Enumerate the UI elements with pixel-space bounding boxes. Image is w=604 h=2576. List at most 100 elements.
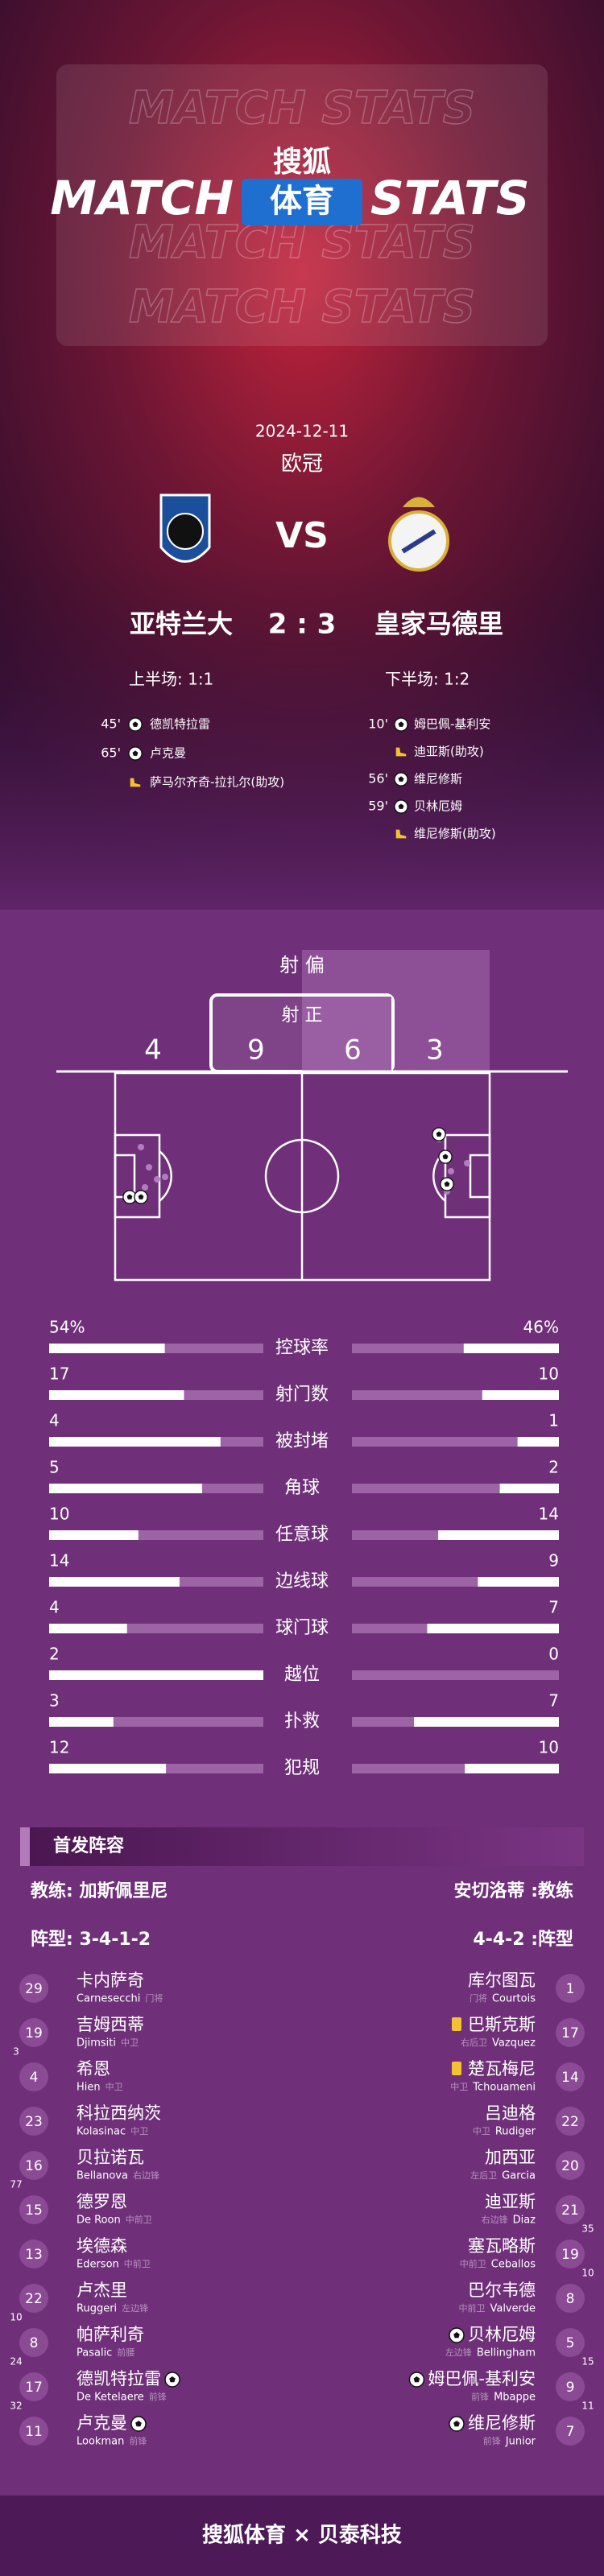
event-minute: 56': [368, 771, 388, 786]
player-position: 中卫: [473, 2126, 490, 2136]
player-position: 前锋: [149, 2391, 167, 2402]
stat-label: 任意球: [275, 1525, 329, 1545]
player-position: 中前卫: [458, 2302, 485, 2314]
player-number: 13: [25, 2247, 43, 2263]
player-number: 8: [30, 2335, 39, 2351]
away-half: 下半场: 1:2: [385, 670, 470, 689]
player-position: 左边锋: [122, 2303, 148, 2314]
stat-label: 扑救: [284, 1711, 320, 1732]
away-stat-value: 10: [539, 1364, 559, 1384]
player-name: 卢克曼: [77, 2413, 127, 2433]
score: 2 : 3: [268, 609, 337, 641]
away-stat-value: 14: [539, 1505, 559, 1524]
player-name-en: Ruggeri: [77, 2303, 117, 2315]
player-name: 库尔图瓦: [468, 1971, 536, 1990]
stat-label: 犯规: [284, 1758, 320, 1778]
event-player: 姆巴佩-基利安: [414, 717, 490, 732]
player-name-en: Courtois: [492, 1993, 536, 2005]
player-name-en: Tchouameni: [472, 2082, 536, 2094]
home-bar: [49, 1484, 202, 1493]
player-name-en: Junior: [505, 2436, 536, 2448]
home-stat-value: 2: [49, 1645, 60, 1664]
player-name: 科拉西纳茨: [77, 2103, 161, 2123]
player-position: 前锋: [129, 2435, 147, 2446]
sub-number: 32: [10, 2401, 22, 2412]
player-position: 左后卫: [470, 2170, 497, 2181]
player-number: 9: [566, 2380, 575, 2396]
lineup-band: [20, 1827, 584, 1866]
player-number: 21: [561, 2202, 579, 2219]
home-stat-value: 10: [49, 1505, 69, 1524]
number-badge: [19, 2018, 48, 2047]
player-number: 16: [25, 2158, 43, 2174]
player-number: 23: [25, 2114, 43, 2130]
player-name: 迪亚斯: [485, 2192, 536, 2211]
player-name-en: Kolasinac: [77, 2126, 126, 2138]
goal-icon: [128, 746, 143, 761]
home-bar: [49, 1624, 127, 1633]
pitch: [114, 1071, 491, 1282]
player-name: 希恩: [77, 2059, 110, 2079]
player-name: 德罗恩: [77, 2192, 127, 2211]
player-name: 贝林厄姆: [468, 2325, 536, 2344]
event-player: 德凯特拉雷: [150, 717, 210, 732]
player-number: 17: [561, 2025, 579, 2041]
vs: VS: [275, 515, 329, 556]
player-name: 吕迪格: [485, 2103, 536, 2123]
away-bar: [465, 1764, 559, 1773]
lineup-title: 首发阵容: [53, 1835, 124, 1856]
match-date: 2024-12-11: [255, 422, 349, 441]
home-bar: [49, 1344, 165, 1353]
player-name-en: Vazquez: [492, 2037, 536, 2050]
goal-icon: [130, 2416, 147, 2432]
player-number: 14: [561, 2070, 579, 2086]
away-stat-value: 7: [548, 1691, 559, 1711]
player-number: 5: [566, 2335, 575, 2351]
sub-number: 10: [581, 2268, 594, 2279]
event-minute: 45': [101, 716, 121, 732]
player-number: 22: [561, 2114, 579, 2130]
on-label: 射 正: [282, 1005, 323, 1026]
player-name-en: Hien: [77, 2082, 101, 2094]
sub-number: 35: [581, 2223, 594, 2235]
number-badge: [556, 2284, 585, 2313]
number-badge: [19, 2372, 48, 2401]
player-name: 卡内萨奇: [77, 1971, 144, 1990]
bg-text: MATCH STATS: [129, 281, 475, 333]
player-position: 中卫: [130, 2126, 148, 2136]
event-player: 萨马尔齐奇-拉扎尔(助攻): [150, 775, 284, 790]
player-number: 20: [561, 2158, 579, 2174]
number-badge: [19, 2417, 48, 2446]
home-coach: 教练: 加斯佩里尼: [31, 1880, 168, 1901]
player-name-en: Lookman: [77, 2436, 124, 2448]
footer: 搜狐体育 × 贝泰科技: [202, 2523, 402, 2548]
event-minute: 59': [368, 799, 388, 814]
away-stat-value: 9: [548, 1551, 559, 1571]
player-position: 中卫: [105, 2082, 123, 2092]
number-badge: [556, 2107, 585, 2136]
away-logo: [388, 497, 449, 572]
off-label: 射 偏: [279, 954, 325, 976]
away-bar: [482, 1390, 559, 1400]
player-name: 姆巴佩-基利安: [428, 2369, 536, 2388]
player-name: 德凯特拉雷: [77, 2369, 161, 2388]
goal-shade: [302, 997, 391, 1071]
away-bar: [499, 1484, 559, 1493]
home-bar: [49, 1717, 114, 1727]
player-position: 中前卫: [126, 2214, 152, 2225]
number-badge: [556, 2062, 585, 2091]
goal-icon: [394, 772, 408, 786]
home-stat-value: 54%: [49, 1318, 85, 1337]
home-bar: [49, 1437, 221, 1447]
footer-bg: [0, 2496, 604, 2576]
home-half: 上半场: 1:1: [129, 670, 213, 689]
player-name: 加西亚: [485, 2148, 536, 2167]
event-player: 维尼修斯(助攻): [414, 827, 496, 841]
player-number: 11: [25, 2424, 43, 2440]
home-logo: [159, 493, 211, 563]
sub-number: 10: [10, 2312, 22, 2323]
away-bar: [414, 1717, 559, 1727]
away-off: 3: [426, 1034, 444, 1067]
player-number: 17: [25, 2380, 43, 2396]
player-name-en: Diaz: [513, 2215, 536, 2227]
